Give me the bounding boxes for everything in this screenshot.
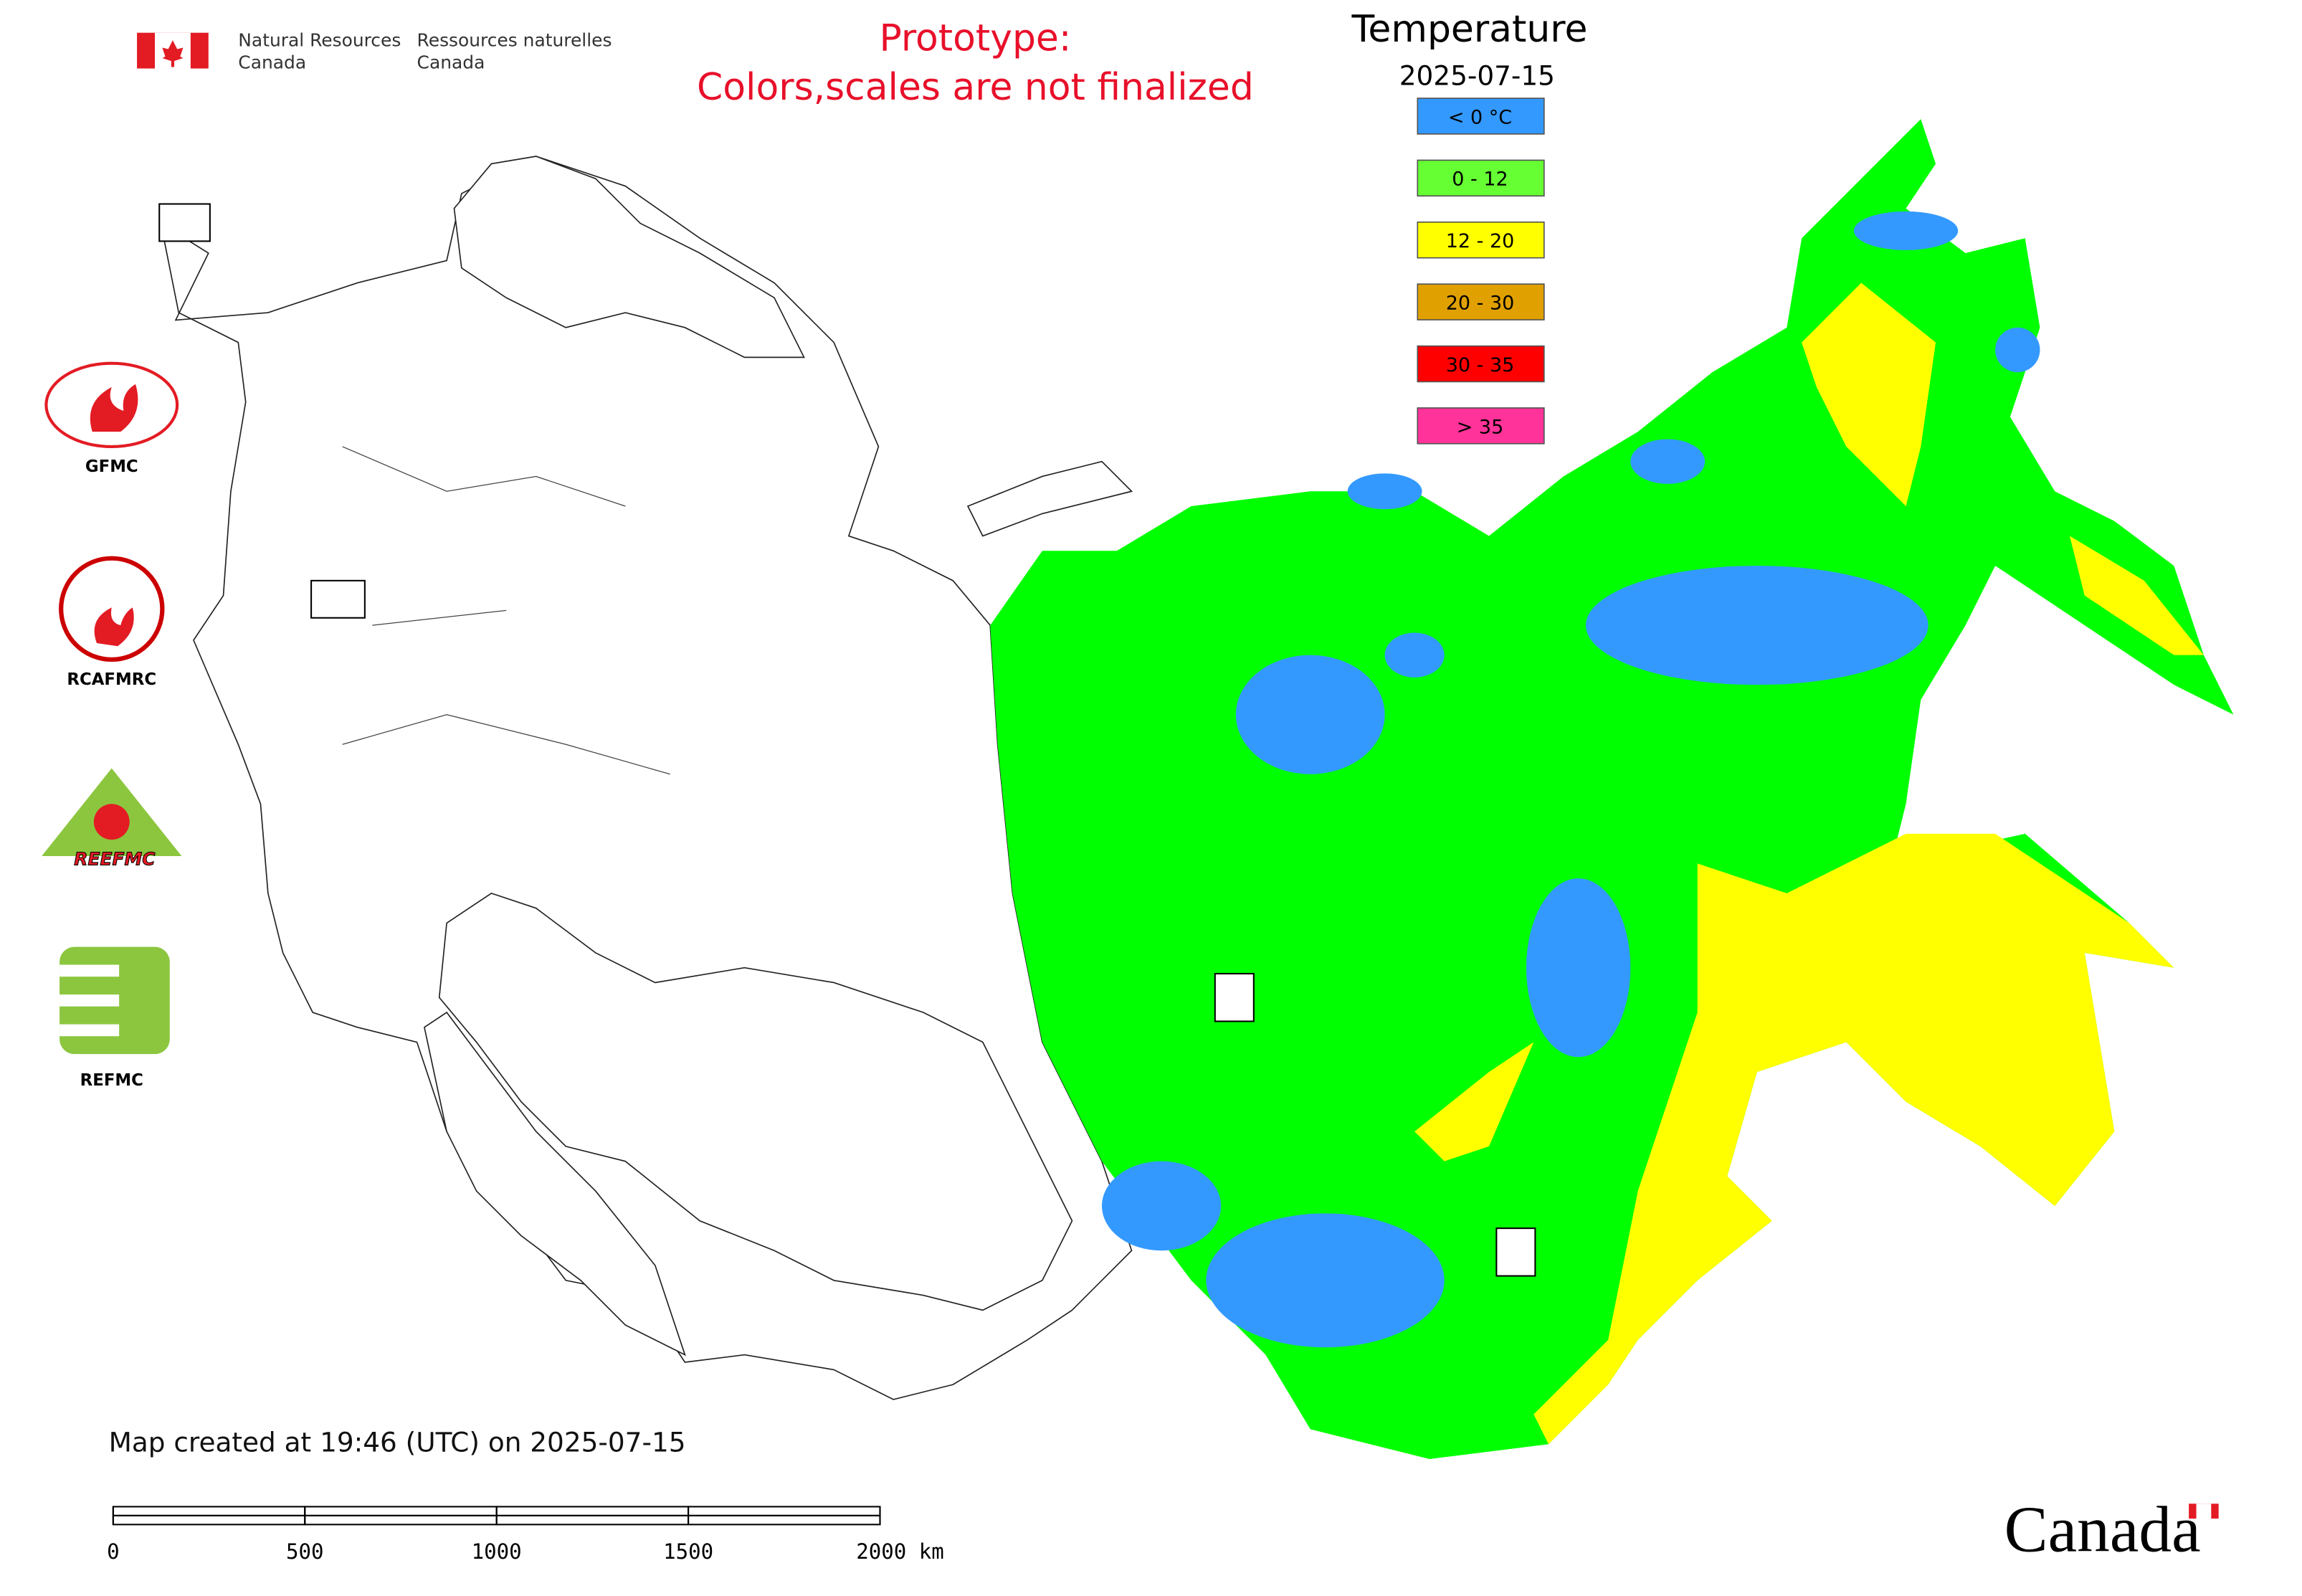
maple-leaf <box>162 40 184 67</box>
logo-stripe <box>60 964 120 977</box>
country-outlines <box>160 156 1133 1400</box>
border <box>342 446 670 775</box>
outline <box>424 1011 686 1357</box>
legend-title: Temperature <box>1351 8 1588 51</box>
wordmark-flag <box>2196 1504 2212 1519</box>
marker <box>310 579 366 619</box>
org-name-fr: Canada <box>417 52 485 73</box>
legend-swatch <box>1417 345 1545 383</box>
zone-below-0 <box>1101 211 2040 1348</box>
scale-segment <box>112 1514 306 1526</box>
zone-12-20 <box>1414 282 2204 1162</box>
legend-swatch <box>1417 221 1545 259</box>
legend-date: 2025-07-15 <box>1399 60 1555 91</box>
government-signature: Natural Resources Canada Ressources natu… <box>137 29 612 73</box>
logo-label: REEFMC <box>74 848 156 869</box>
zone-0-12 <box>990 119 2234 1459</box>
legend-label: 30 - 35 <box>1446 354 1515 376</box>
legend-swatch <box>1417 98 1545 135</box>
org-name-en: Natural Resources <box>238 29 401 50</box>
scale-segment <box>688 1506 881 1516</box>
logo <box>59 556 165 662</box>
creation-note: Map created at 19:46 (UTC) on 2025-07-15 <box>109 1427 686 1458</box>
scale-label: 1500 <box>663 1539 713 1564</box>
legend-label: 0 - 12 <box>1452 168 1508 191</box>
legend-label: > 35 <box>1457 416 1504 438</box>
scale-label: 0 <box>107 1539 120 1564</box>
logo-emblem <box>93 804 130 840</box>
legend-label: < 0 °C <box>1448 106 1512 128</box>
legend: < 0 °C 0 - 12 12 - 20 20 - 30 30 - 35 > 35 <box>1417 98 1545 445</box>
outline <box>438 892 1073 1311</box>
scale-segment <box>495 1506 690 1516</box>
wordmark: Canada <box>2004 1493 2201 1566</box>
logo-label: RCAFMRC <box>67 670 156 689</box>
outline <box>966 460 1133 537</box>
scale-segment <box>495 1514 690 1526</box>
map-markers <box>158 203 1536 1277</box>
scale-segment <box>112 1506 306 1516</box>
outline <box>453 156 805 358</box>
logo-stripe <box>60 1024 120 1037</box>
logo-stripe <box>60 994 120 1007</box>
logo-flame <box>94 607 134 647</box>
legend-swatch <box>1417 283 1545 320</box>
scale-bar: 0 500 1000 1500 2000 km <box>107 1506 944 1564</box>
zone-12-20 <box>1533 833 2174 1445</box>
legend-swatch <box>1417 407 1545 445</box>
logo-flame <box>90 384 138 432</box>
scale-segment <box>304 1506 498 1516</box>
temperature-field <box>990 119 2234 1459</box>
legend-label: 12 - 20 <box>1446 230 1515 252</box>
prototype-notice: Colors,scales are not finalized <box>697 66 1254 109</box>
logos: GFMC RCAFMRC REEFMC REFMC <box>42 361 182 1090</box>
logo-label: GFMC <box>85 457 138 476</box>
scale-label: 2000 km <box>856 1539 943 1564</box>
scale-segment <box>304 1514 498 1526</box>
scale-label: 1000 <box>472 1539 522 1564</box>
scale-label: 500 <box>286 1539 324 1564</box>
marker <box>1495 1227 1536 1277</box>
org-name-en: Canada <box>238 52 306 73</box>
legend-swatch <box>1417 159 1545 197</box>
legend-label: 20 - 30 <box>1446 292 1515 314</box>
prototype-notice: Prototype: <box>879 17 1071 60</box>
marker <box>1214 972 1255 1022</box>
marker <box>158 203 211 242</box>
org-name-fr: Ressources naturelles <box>417 29 612 50</box>
logo-label: REFMC <box>80 1071 143 1090</box>
scale-segment <box>688 1514 881 1526</box>
